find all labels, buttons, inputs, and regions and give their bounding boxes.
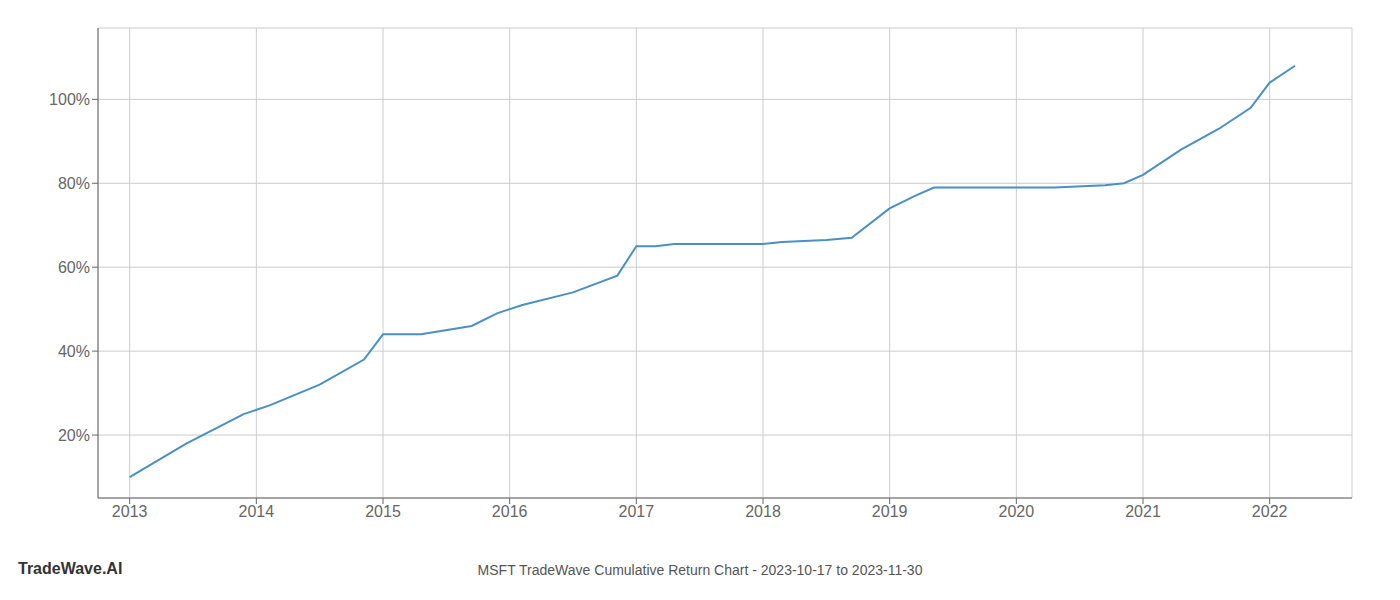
svg-text:2014: 2014 <box>239 503 275 520</box>
svg-text:2015: 2015 <box>365 503 401 520</box>
svg-text:60%: 60% <box>58 259 90 276</box>
svg-text:2022: 2022 <box>1252 503 1288 520</box>
svg-text:2018: 2018 <box>745 503 781 520</box>
svg-text:2019: 2019 <box>872 503 908 520</box>
html-text:MSFT TradeWave Cumulative Retu: MSFT TradeWave Cumulative Return Chart -… <box>477 562 923 578</box>
svg-text:2021: 2021 <box>1125 503 1161 520</box>
svg-text:2020: 2020 <box>999 503 1035 520</box>
svg-text:20%: 20% <box>58 427 90 444</box>
svg-text:2017: 2017 <box>619 503 655 520</box>
html-text:TradeWave.AI: TradeWave.AI <box>18 560 123 577</box>
svg-text:2016: 2016 <box>492 503 528 520</box>
svg-text:40%: 40% <box>58 343 90 360</box>
svg-text:80%: 80% <box>58 175 90 192</box>
svg-text:100%: 100% <box>49 91 90 108</box>
svg-text:2013: 2013 <box>112 503 148 520</box>
